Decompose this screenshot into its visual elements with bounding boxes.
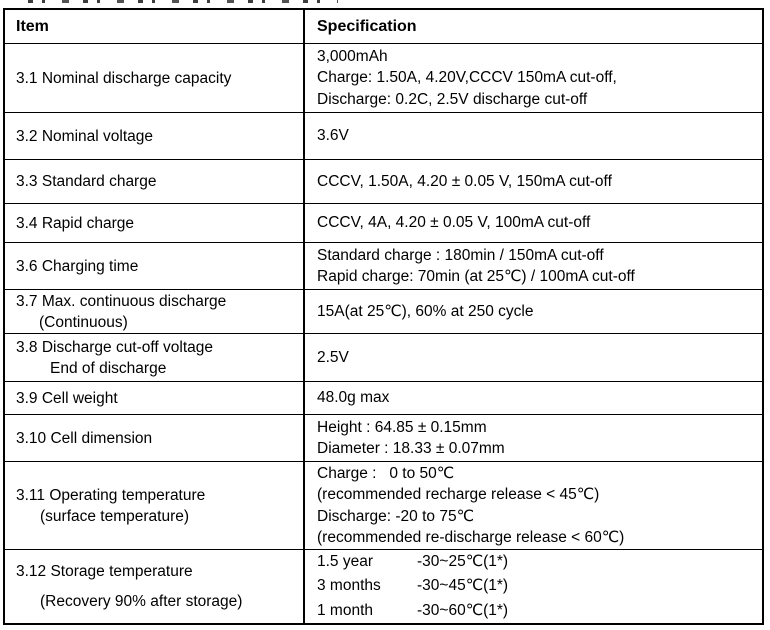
spec-cell: 15A(at 25℃), 60% at 250 cycle: [305, 290, 762, 333]
spec-line: 48.0g max: [317, 389, 390, 407]
header-item-label: Item: [16, 18, 49, 35]
table-row-rapid-charge: 3.4 Rapid charge CCCV, 4A, 4.20 ± 0.05 V…: [5, 203, 762, 242]
item-label: 3.8 Discharge cut-off voltage: [16, 338, 214, 356]
spec-line: CCCV, 4A, 4.20 ± 0.05 V, 100mA cut-off: [317, 214, 591, 232]
spec-cell: Charge : 0 to 50℃ (recommended recharge …: [305, 462, 762, 549]
spec-line: CCCV, 1.50A, 4.20 ± 0.05 V, 150mA cut-of…: [317, 172, 612, 190]
table-row-nominal-voltage: 3.2 Nominal voltage 3.6V: [5, 112, 762, 159]
item-cell: 3.8 Discharge cut-off voltage End of dis…: [5, 334, 305, 381]
spec-cell: Standard charge : 180min / 150mA cut-off…: [305, 243, 762, 289]
specification-table: Item Specification 3.1 Nominal discharge…: [3, 8, 764, 625]
item-label: 3.12 Storage temperature: [16, 563, 193, 581]
item-label: 3.11 Operating temperature: [16, 486, 206, 504]
storage-temp-range: -30~45℃(1*): [417, 577, 509, 595]
spec-line: Charge : 0 to 50℃: [317, 464, 455, 482]
storage-temp-range: -30~60℃(1*): [417, 601, 509, 619]
spec-cell: CCCV, 4A, 4.20 ± 0.05 V, 100mA cut-off: [305, 204, 762, 242]
table-row-operating-temperature: 3.11 Operating temperature (surface temp…: [5, 461, 762, 549]
spec-cell: 48.0g max: [305, 382, 762, 414]
storage-period: 3 months: [317, 577, 381, 595]
spec-line: Discharge: 0.2C, 2.5V discharge cut-off: [317, 90, 588, 108]
storage-temp-range: -30~25℃(1*): [417, 552, 509, 570]
item-label: 3.10 Cell dimension: [16, 429, 153, 447]
table-row-discharge-cutoff-voltage: 3.8 Discharge cut-off voltage End of dis…: [5, 333, 762, 381]
spec-cell: Height : 64.85 ± 0.15mm Diameter : 18.33…: [305, 415, 762, 461]
spec-line: 15A(at 25℃), 60% at 250 cycle: [317, 302, 534, 320]
table-row-charging-time: 3.6 Charging time Standard charge : 180m…: [5, 242, 762, 289]
item-label-sub: End of discharge: [50, 359, 167, 377]
item-cell: 3.4 Rapid charge: [5, 204, 305, 242]
spec-cell: 1.5 year -30~25℃(1*) 3 months -30~45℃(1*…: [305, 550, 762, 623]
item-cell: 3.6 Charging time: [5, 243, 305, 289]
spec-line: Rapid charge: 70min (at 25℃) / 100mA cut…: [317, 268, 635, 285]
item-cell: 3.9 Cell weight: [5, 382, 305, 414]
column-header-item: Item: [5, 10, 305, 43]
item-label: 3.6 Charging time: [16, 257, 139, 275]
spec-line: (recommended re-discharge release < 60℃): [317, 529, 625, 546]
item-label-sub: (Continuous): [39, 313, 128, 331]
spec-line: Discharge: -20 to 75℃: [317, 507, 474, 525]
spec-cell: CCCV, 1.50A, 4.20 ± 0.05 V, 150mA cut-of…: [305, 160, 762, 203]
storage-spec-line: 1 month -30~60℃(1*): [317, 599, 756, 624]
item-label: 3.9 Cell weight: [16, 389, 118, 407]
item-label: 3.3 Standard charge: [16, 173, 157, 190]
header-spec-label: Specification: [317, 17, 417, 35]
item-cell: 3.11 Operating temperature (surface temp…: [5, 462, 305, 549]
spec-line: Standard charge : 180min / 150mA cut-off: [317, 246, 604, 264]
item-label: 3.1 Nominal discharge capacity: [16, 69, 232, 87]
column-header-specification: Specification: [305, 10, 762, 43]
spec-cell: 2.5V: [305, 334, 762, 381]
storage-spec-line: 1.5 year -30~25℃(1*): [317, 550, 756, 575]
item-label: 3.4 Rapid charge: [16, 214, 135, 232]
item-cell: 3.2 Nominal voltage: [5, 113, 305, 159]
storage-spec-line: 3 months -30~45℃(1*): [317, 574, 756, 599]
table-header-row: Item Specification: [5, 10, 762, 43]
table-row-cell-weight: 3.9 Cell weight 48.0g max: [5, 381, 762, 414]
spec-line: Height : 64.85 ± 0.15mm: [317, 418, 487, 436]
spec-line: 3,000mAh: [317, 47, 388, 65]
cropped-heading-fragment: [28, 0, 338, 3]
table-row-max-continuous-discharge: 3.7 Max. continuous discharge (Continuou…: [5, 289, 762, 333]
item-cell: 3.7 Max. continuous discharge (Continuou…: [5, 290, 305, 333]
spec-line: 2.5V: [317, 348, 349, 366]
storage-period: 1 month: [317, 601, 374, 619]
storage-period: 1.5 year: [317, 552, 374, 570]
item-cell: 3.10 Cell dimension: [5, 415, 305, 461]
item-label-sub: (Recovery 90% after storage): [40, 592, 243, 610]
spec-line: Charge: 1.50A, 4.20V,CCCV 150mA cut-off,: [317, 69, 617, 87]
item-label: 3.2 Nominal voltage: [16, 127, 153, 145]
item-cell: 3.12 Storage temperature (Recovery 90% a…: [5, 550, 305, 623]
spec-cell: 3,000mAh Charge: 1.50A, 4.20V,CCCV 150mA…: [305, 44, 762, 112]
spec-line: Diameter : 18.33 ± 0.07mm: [317, 440, 505, 457]
table-row-nominal-discharge-capacity: 3.1 Nominal discharge capacity 3,000mAh …: [5, 43, 762, 112]
spec-line: (recommended recharge release < 45℃): [317, 486, 600, 503]
spec-cell: 3.6V: [305, 113, 762, 159]
table-row-cell-dimension: 3.10 Cell dimension Height : 64.85 ± 0.1…: [5, 414, 762, 461]
item-cell: 3.3 Standard charge: [5, 160, 305, 203]
item-label-sub: (surface temperature): [40, 507, 190, 525]
item-label: 3.7 Max. continuous discharge: [16, 292, 227, 310]
spec-line: 3.6V: [317, 127, 349, 145]
table-row-storage-temperature: 3.12 Storage temperature (Recovery 90% a…: [5, 549, 762, 623]
table-row-standard-charge: 3.3 Standard charge CCCV, 1.50A, 4.20 ± …: [5, 159, 762, 203]
item-cell: 3.1 Nominal discharge capacity: [5, 44, 305, 112]
